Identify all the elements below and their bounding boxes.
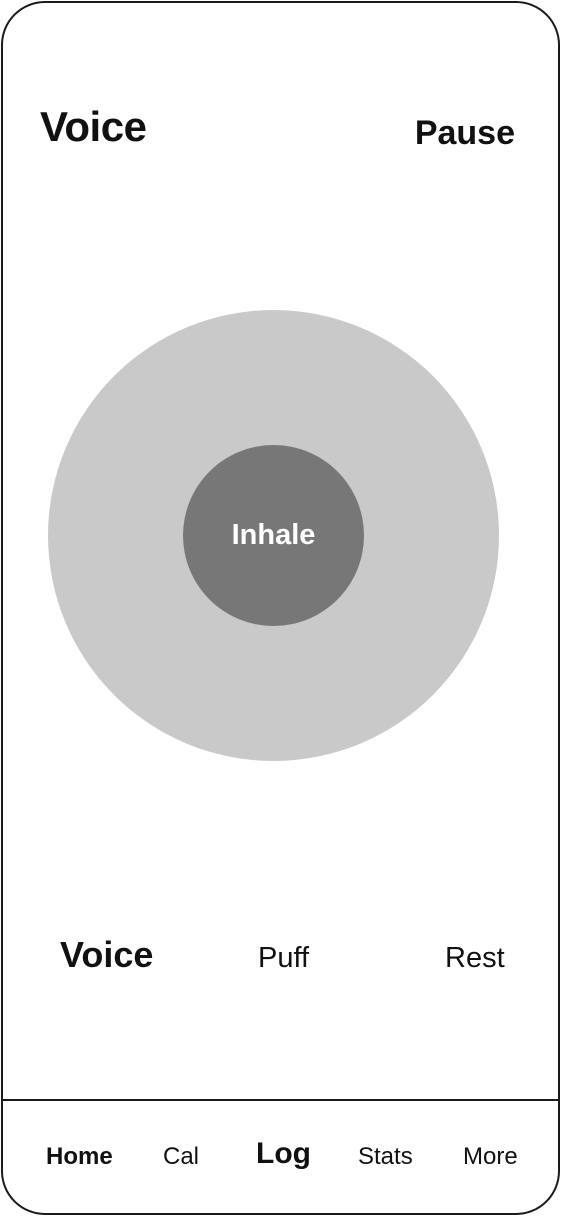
page-title: Voice [40, 103, 147, 150]
tab-home[interactable]: Home [46, 1143, 113, 1170]
bottom-tab-bar: Home Cal Log Stats More [3, 1099, 558, 1213]
tab-stats[interactable]: Stats [358, 1143, 413, 1170]
tab-log[interactable]: Log [256, 1137, 311, 1170]
tab-more[interactable]: More [463, 1143, 518, 1170]
tab-cal[interactable]: Cal [163, 1143, 200, 1170]
mode-voice-button[interactable]: Voice [60, 934, 154, 975]
mode-puff-button[interactable]: Puff [258, 942, 310, 974]
breath-inner-circle[interactable]: Inhale [183, 445, 364, 626]
mode-rest-button[interactable]: Rest [445, 942, 505, 974]
breath-phase-label: Inhale [231, 519, 316, 551]
mode-selector: Voice Puff Rest [3, 937, 558, 981]
pause-button[interactable]: Pause [414, 114, 515, 152]
